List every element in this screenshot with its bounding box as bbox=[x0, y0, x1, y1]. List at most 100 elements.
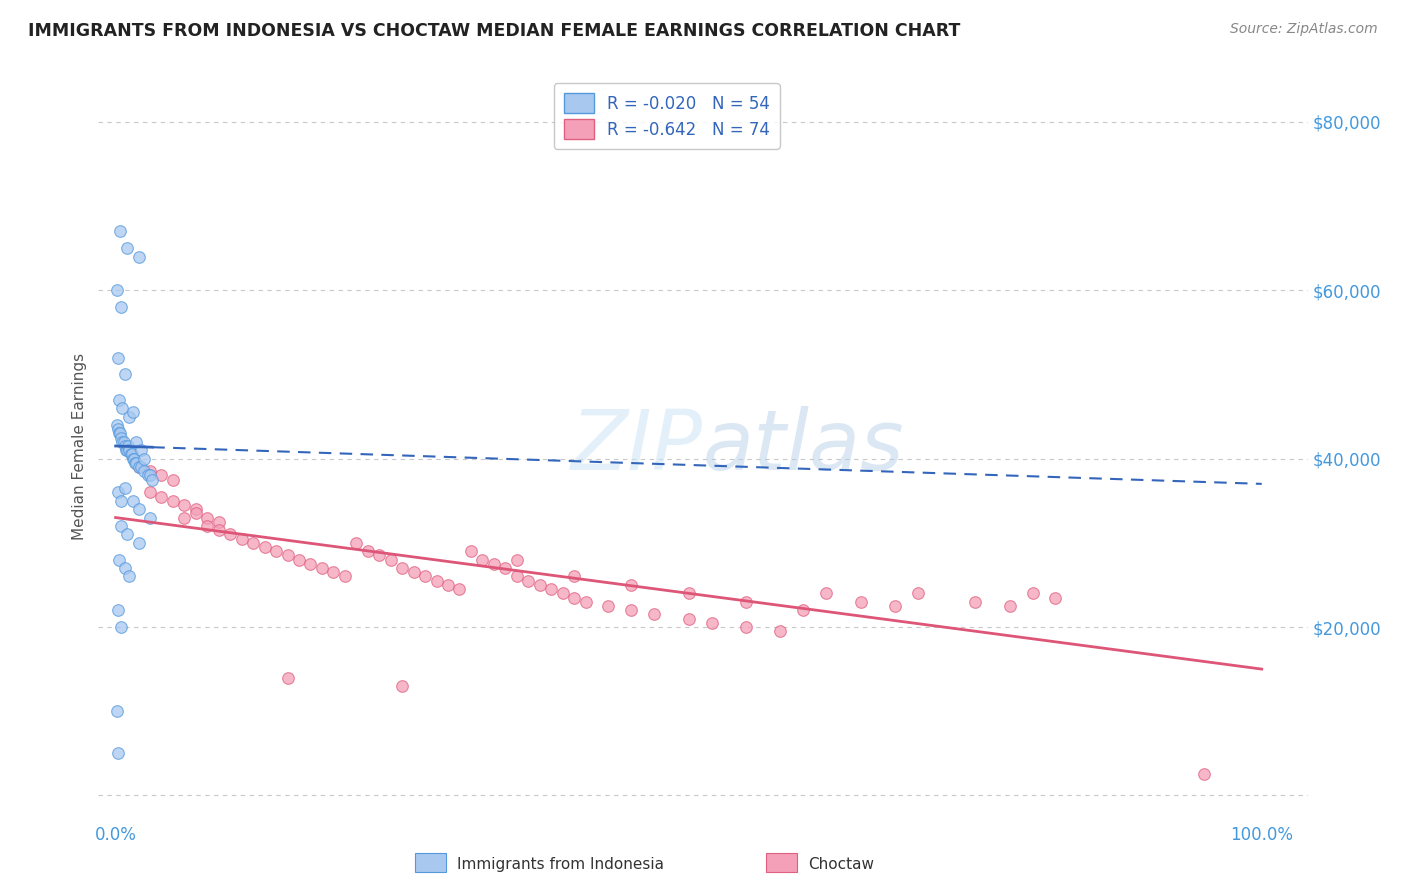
Point bbox=[195, 510, 218, 524]
Point bbox=[1194, 767, 1216, 781]
Point bbox=[311, 561, 333, 575]
Point bbox=[107, 422, 129, 436]
Point bbox=[111, 434, 134, 449]
Point bbox=[277, 549, 299, 563]
Point bbox=[128, 460, 150, 475]
Point bbox=[506, 569, 529, 583]
Point bbox=[108, 426, 131, 441]
Point bbox=[115, 443, 138, 458]
Point bbox=[253, 540, 276, 554]
Point bbox=[208, 523, 231, 537]
Point bbox=[965, 595, 987, 609]
Point bbox=[643, 607, 665, 622]
Point bbox=[141, 473, 163, 487]
Point bbox=[129, 460, 152, 475]
Point bbox=[529, 578, 551, 592]
Point bbox=[122, 451, 145, 466]
Point bbox=[700, 615, 723, 630]
Point bbox=[482, 557, 505, 571]
Text: atlas: atlas bbox=[703, 406, 904, 486]
Point bbox=[391, 561, 413, 575]
Point bbox=[162, 473, 184, 487]
Point bbox=[114, 368, 136, 382]
Point bbox=[231, 532, 253, 546]
Point bbox=[108, 426, 131, 441]
Point bbox=[322, 566, 344, 580]
Point bbox=[277, 671, 299, 685]
Point bbox=[219, 527, 242, 541]
Point bbox=[118, 409, 141, 424]
Point bbox=[884, 599, 907, 613]
Point bbox=[125, 434, 148, 449]
Point bbox=[110, 300, 132, 314]
Point bbox=[118, 569, 141, 583]
Point bbox=[333, 569, 356, 583]
Text: IMMIGRANTS FROM INDONESIA VS CHOCTAW MEDIAN FEMALE EARNINGS CORRELATION CHART: IMMIGRANTS FROM INDONESIA VS CHOCTAW MED… bbox=[28, 22, 960, 40]
Point bbox=[114, 481, 136, 495]
Point bbox=[108, 392, 131, 407]
Point bbox=[121, 451, 143, 466]
Point bbox=[121, 405, 143, 419]
Point bbox=[368, 549, 391, 563]
Point bbox=[184, 502, 207, 516]
Point bbox=[120, 447, 142, 461]
Point bbox=[107, 485, 129, 500]
Point bbox=[124, 456, 146, 470]
Point bbox=[620, 603, 643, 617]
Point bbox=[735, 595, 758, 609]
Point bbox=[195, 519, 218, 533]
Point bbox=[562, 591, 585, 605]
Point bbox=[115, 443, 138, 458]
Point bbox=[517, 574, 540, 588]
Point bbox=[184, 507, 207, 521]
Point bbox=[118, 443, 141, 458]
Text: Choctaw: Choctaw bbox=[808, 857, 875, 871]
Point bbox=[134, 464, 156, 478]
Point bbox=[344, 536, 367, 550]
Point bbox=[678, 611, 700, 625]
Point bbox=[907, 586, 929, 600]
Point bbox=[264, 544, 287, 558]
Point bbox=[150, 490, 173, 504]
Point bbox=[540, 582, 562, 596]
Point bbox=[108, 224, 131, 238]
Point bbox=[107, 603, 129, 617]
Point bbox=[815, 586, 838, 600]
Point bbox=[110, 620, 132, 634]
Point bbox=[105, 283, 128, 297]
Point bbox=[173, 498, 195, 512]
Point bbox=[115, 241, 138, 255]
Point bbox=[139, 468, 162, 483]
Point bbox=[162, 493, 184, 508]
Point bbox=[792, 603, 814, 617]
Point bbox=[1045, 591, 1067, 605]
Point bbox=[121, 493, 143, 508]
Point bbox=[111, 401, 134, 416]
Point bbox=[117, 439, 139, 453]
Point bbox=[1021, 586, 1043, 600]
Point bbox=[139, 510, 162, 524]
Point bbox=[471, 552, 494, 566]
Point bbox=[357, 544, 380, 558]
Point bbox=[129, 443, 152, 458]
Point bbox=[413, 569, 436, 583]
Point bbox=[128, 460, 150, 475]
Text: ZIP: ZIP bbox=[571, 406, 703, 486]
Point bbox=[134, 451, 156, 466]
Point bbox=[105, 417, 128, 432]
Point bbox=[139, 464, 162, 478]
Point bbox=[562, 569, 585, 583]
Point bbox=[128, 502, 150, 516]
Point bbox=[107, 746, 129, 760]
Point bbox=[506, 552, 529, 566]
Point bbox=[125, 456, 148, 470]
Point bbox=[108, 552, 131, 566]
Point bbox=[849, 595, 872, 609]
Point bbox=[136, 468, 159, 483]
Point bbox=[114, 439, 136, 453]
Point bbox=[574, 595, 596, 609]
Point bbox=[769, 624, 792, 639]
Point bbox=[105, 704, 128, 718]
Point bbox=[110, 431, 132, 445]
Point bbox=[208, 515, 231, 529]
